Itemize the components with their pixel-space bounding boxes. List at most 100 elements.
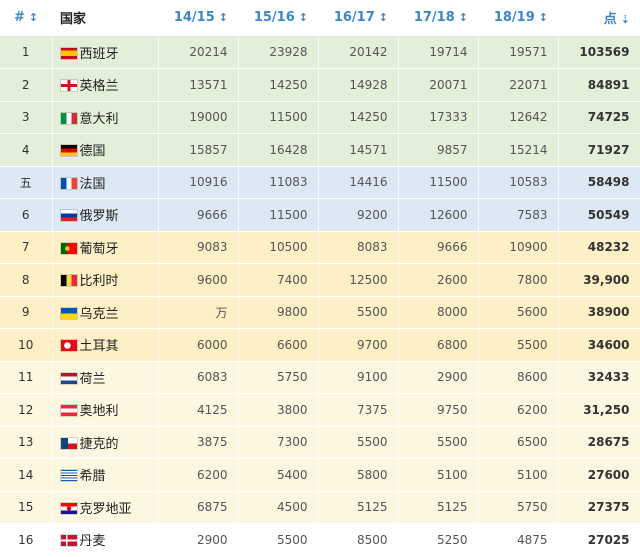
- table-row[interactable]: 3 意大利 19000 11500 14250 17333 12642 74725: [0, 101, 640, 134]
- season-1415-cell: 4125: [158, 393, 239, 427]
- sort-header-1819[interactable]: 18/19 ↕: [478, 0, 558, 37]
- points-cell: 27600: [558, 458, 640, 492]
- points-cell: 28675: [558, 426, 640, 459]
- cz-flag-icon: [60, 437, 77, 449]
- season-1718-cell: 9857: [398, 133, 479, 167]
- season-1617-cell: 14416: [318, 166, 399, 199]
- season-1415-cell: 19000: [158, 101, 239, 134]
- table-row[interactable]: 12 奥地利 4125 3800 7375 9750 6200 31,250: [0, 393, 640, 427]
- rank-cell: 10: [0, 328, 53, 362]
- season-1819-cell: 7583: [478, 198, 559, 232]
- season-1516-cell: 11083: [238, 166, 319, 199]
- season-1617-cell: 9100: [318, 361, 399, 394]
- season-1617-cell: 5125: [318, 491, 399, 524]
- country-name: 奥地利: [79, 404, 119, 420]
- sort-header-1516[interactable]: 15/16 ↕: [238, 0, 318, 37]
- sort-header-points[interactable]: 点 ⇣: [558, 0, 640, 37]
- table-row[interactable]: 16 丹麦 2900 5500 8500 5250 4875 27025: [0, 523, 640, 557]
- table-row[interactable]: 14 希腊 6200 5400 5800 5100 5100 27600: [0, 458, 640, 492]
- rank-cell: 14: [0, 458, 53, 492]
- rank-cell: 15: [0, 491, 53, 524]
- sort-icon: ↕: [298, 11, 308, 25]
- table-row[interactable]: 9 乌克兰 万 9800 5500 8000 5600 38900: [0, 296, 640, 329]
- season-1617-cell: 9700: [318, 328, 399, 362]
- country-cell[interactable]: 土耳其: [52, 328, 159, 362]
- table-row[interactable]: 4 德国 15857 16428 14571 9857 15214 71927: [0, 133, 640, 167]
- table-row[interactable]: 15 克罗地亚 6875 4500 5125 5125 5750 27375: [0, 491, 640, 524]
- season-1617-cell: 9200: [318, 198, 399, 232]
- season-1718-cell: 11500: [398, 166, 479, 199]
- season-1819-cell: 6200: [478, 393, 559, 427]
- season-1415-cell: 15857: [158, 133, 239, 167]
- dk-flag-icon: [60, 535, 77, 547]
- country-name: 土耳其: [79, 339, 119, 355]
- country-cell[interactable]: 奥地利: [52, 393, 159, 427]
- country-cell[interactable]: 比利时: [52, 263, 159, 297]
- points-cell: 48232: [558, 231, 640, 264]
- gr-flag-icon: [60, 470, 77, 482]
- season-1516-cell: 14250: [238, 68, 319, 102]
- season-1819-cell: 6500: [478, 426, 559, 459]
- country-cell[interactable]: 西班牙: [52, 36, 159, 69]
- country-cell[interactable]: 法国: [52, 166, 159, 199]
- season-1516-cell: 16428: [238, 133, 319, 167]
- rank-cell: 16: [0, 523, 53, 557]
- country-cell[interactable]: 捷克的: [52, 426, 159, 459]
- sort-header-1415[interactable]: 14/15 ↕: [158, 0, 238, 37]
- season-1718-cell: 9750: [398, 393, 479, 427]
- season-1617-cell: 14928: [318, 68, 399, 102]
- season-1516-cell: 4500: [238, 491, 319, 524]
- points-cell: 50549: [558, 198, 640, 232]
- table-row[interactable]: 8 比利时 9600 7400 12500 2600 7800 39,900: [0, 263, 640, 297]
- table-row[interactable]: 2 英格兰 13571 14250 14928 20071 22071 84891: [0, 68, 640, 102]
- es-flag-icon: [60, 47, 77, 59]
- country-cell[interactable]: 葡萄牙: [52, 231, 159, 264]
- table-row[interactable]: 10 土耳其 6000 6600 9700 6800 5500 34600: [0, 328, 640, 362]
- table-row[interactable]: 7 葡萄牙 9083 10500 8083 9666 10900 48232: [0, 231, 640, 264]
- country-cell[interactable]: 意大利: [52, 101, 159, 134]
- points-cell: 74725: [558, 101, 640, 134]
- points-cell: 27375: [558, 491, 640, 524]
- country-cell[interactable]: 丹麦: [52, 523, 159, 557]
- sort-header-rank[interactable]: # ↕: [0, 0, 52, 37]
- season-1516-cell: 23928: [238, 36, 319, 69]
- table-row[interactable]: 五 法国 10916 11083 14416 11500 10583 58498: [0, 166, 640, 199]
- season-1819-cell: 12642: [478, 101, 559, 134]
- rank-cell: 五: [0, 166, 53, 199]
- de-flag-icon: [60, 145, 77, 157]
- country-name: 丹麦: [79, 534, 106, 550]
- country-cell[interactable]: 德国: [52, 133, 159, 167]
- country-cell[interactable]: 希腊: [52, 458, 159, 492]
- season-1415-cell: 6000: [158, 328, 239, 362]
- it-flag-icon: [60, 112, 77, 124]
- season-1718-cell: 12600: [398, 198, 479, 232]
- table-row[interactable]: 1 西班牙 20214 23928 20142 19714 19571 103569: [0, 36, 640, 69]
- country-cell[interactable]: 俄罗斯: [52, 198, 159, 232]
- table-row[interactable]: 11 荷兰 6083 5750 9100 2900 8600 32433: [0, 361, 640, 394]
- at-flag-icon: [60, 405, 77, 417]
- season-1819-cell: 19571: [478, 36, 559, 69]
- country-cell[interactable]: 克罗地亚: [52, 491, 159, 524]
- country-cell[interactable]: 英格兰: [52, 68, 159, 102]
- sort-header-1718[interactable]: 17/18 ↕: [398, 0, 478, 37]
- pt-flag-icon: [60, 242, 77, 254]
- table-row[interactable]: 6 俄罗斯 9666 11500 9200 12600 7583 50549: [0, 198, 640, 232]
- sort-header-1617[interactable]: 16/17 ↕: [318, 0, 398, 37]
- sort-icon: ↕: [538, 11, 548, 25]
- country-cell[interactable]: 荷兰: [52, 361, 159, 394]
- country-cell[interactable]: 乌克兰: [52, 296, 159, 329]
- season-1516-cell: 5500: [238, 523, 319, 557]
- en-flag-icon: [60, 80, 77, 92]
- season-1516-cell: 5400: [238, 458, 319, 492]
- season-1718-cell: 6800: [398, 328, 479, 362]
- points-cell: 27025: [558, 523, 640, 557]
- table-row[interactable]: 13 捷克的 3875 7300 5500 5500 6500 28675: [0, 426, 640, 459]
- season-1819-cell: 7800: [478, 263, 559, 297]
- sort-icon: ↕: [218, 11, 228, 25]
- season-1718-cell: 9666: [398, 231, 479, 264]
- country-name: 乌克兰: [79, 306, 119, 322]
- season-1516-cell: 5750: [238, 361, 319, 394]
- season-1516-cell: 3800: [238, 393, 319, 427]
- points-cell: 71927: [558, 133, 640, 167]
